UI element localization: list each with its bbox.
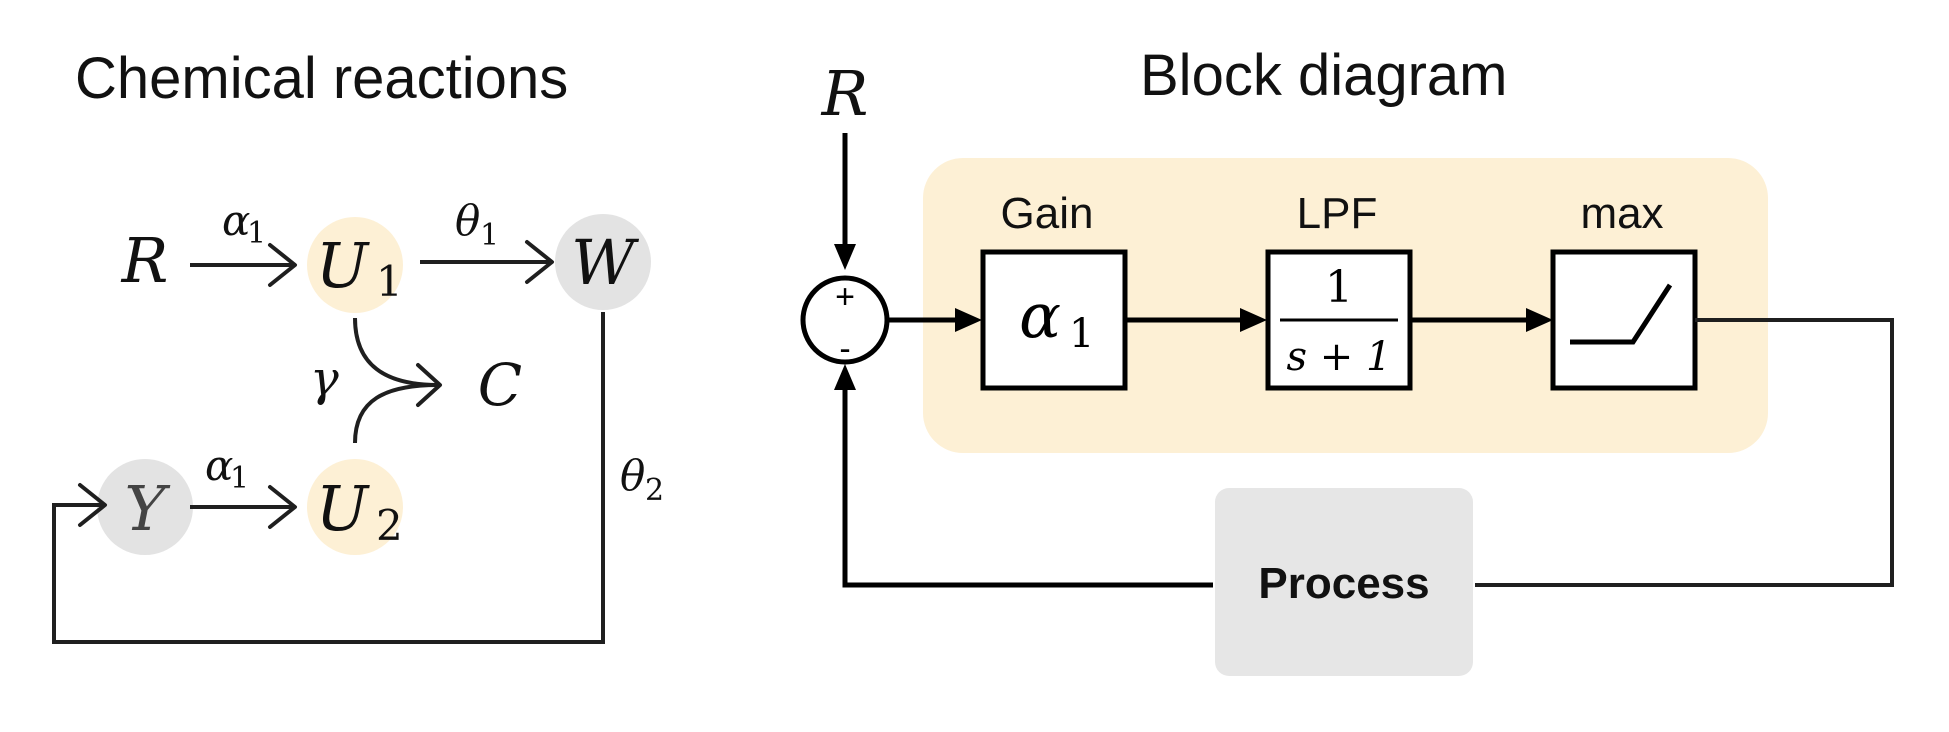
right-panel-title: Block diagram [1140, 43, 1507, 108]
node-y-circle [97, 459, 193, 555]
max-block-title: max [1580, 189, 1663, 238]
feedback-max-process [1475, 318, 1894, 587]
gain-block-symbol: α [1019, 279, 1061, 352]
node-u1: U [316, 229, 370, 302]
arrowhead-r-u1 [268, 243, 297, 287]
arrowhead-feedback-sum [834, 364, 856, 390]
gain-block-symbol-subscript: 1 [1069, 311, 1094, 357]
left-panel-title: Chemical reactions [75, 46, 568, 111]
label-gamma: γ [310, 351, 339, 407]
feedback-process-sum [842, 380, 1213, 588]
max-block [1550, 249, 1698, 391]
arrowhead-feedback-y [78, 483, 107, 527]
label-theta1: θ [455, 196, 480, 245]
feedback-w-y [52, 312, 605, 644]
label-alpha-bottom: α [205, 441, 233, 490]
node-u2-subscript: 2 [376, 501, 403, 550]
process-block-label: Process [1258, 559, 1429, 608]
arrowhead-sum-gain [955, 308, 982, 332]
gain-block [980, 249, 1128, 391]
sum-plus-sign: + [835, 278, 855, 316]
lpf-block-title: LPF [1297, 189, 1378, 238]
lpf-numerator: 1 [1325, 262, 1353, 313]
node-u1-circle [307, 217, 403, 313]
label-alpha-top: α [222, 196, 250, 245]
input-r: R [821, 57, 869, 130]
gain-block-title: Gain [1001, 189, 1094, 238]
arrowhead-to-c [416, 363, 442, 407]
node-u2-circle [307, 459, 403, 555]
label-theta2: θ [620, 451, 645, 500]
arrowhead-r-sum [834, 244, 856, 270]
label-alpha-top-subscript: 1 [247, 216, 266, 251]
node-c: C [478, 351, 522, 419]
arrowhead-gain-lpf [1240, 308, 1267, 332]
arrowhead-u1-w [525, 240, 554, 284]
lpf-denominator: s + 1 [1287, 334, 1392, 380]
process-block [1215, 488, 1473, 676]
node-u2: U [316, 472, 370, 545]
max-saturation-icon [1570, 283, 1673, 345]
node-w: W [571, 226, 639, 299]
label-alpha-bottom-subscript: 1 [230, 461, 249, 496]
merge-curve-bottom [353, 383, 439, 444]
merge-curve-top [353, 317, 439, 387]
arrowhead-lpf-max [1526, 308, 1553, 332]
sum-minus-sign: - [839, 330, 850, 368]
node-u1-subscript: 1 [376, 257, 403, 306]
node-w-circle [555, 214, 651, 310]
arrowhead-y-u2 [268, 485, 297, 529]
label-theta2-subscript: 2 [645, 473, 664, 508]
label-theta1-subscript: 1 [480, 218, 499, 253]
node-y: Y [125, 472, 171, 545]
node-r: R [121, 224, 169, 297]
